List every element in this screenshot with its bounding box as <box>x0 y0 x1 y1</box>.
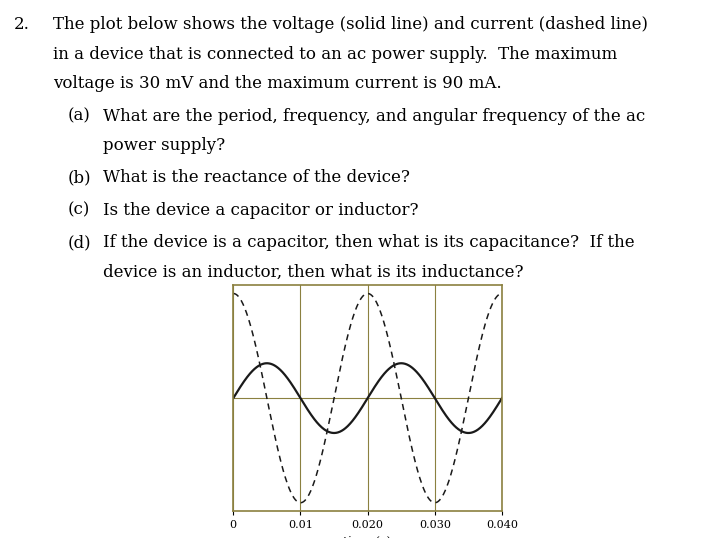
Text: device is an inductor, then what is its inductance?: device is an inductor, then what is its … <box>103 264 523 281</box>
Text: (b): (b) <box>67 169 90 187</box>
Text: in a device that is connected to an ac power supply.  The maximum: in a device that is connected to an ac p… <box>53 46 617 63</box>
Text: Is the device a capacitor or inductor?: Is the device a capacitor or inductor? <box>103 202 418 219</box>
Text: If the device is a capacitor, then what is its capacitance?  If the: If the device is a capacitor, then what … <box>103 234 634 251</box>
Text: voltage is 30 mV and the maximum current is 90 mA.: voltage is 30 mV and the maximum current… <box>53 75 502 93</box>
Text: (c): (c) <box>67 202 90 219</box>
Text: power supply?: power supply? <box>103 137 225 154</box>
Text: The plot below shows the voltage (solid line) and current (dashed line): The plot below shows the voltage (solid … <box>53 16 648 33</box>
Text: What are the period, frequency, and angular frequency of the ac: What are the period, frequency, and angu… <box>103 108 645 125</box>
X-axis label: time (s): time (s) <box>344 536 392 538</box>
Text: (d): (d) <box>67 234 90 251</box>
Text: 2.: 2. <box>14 16 30 33</box>
Text: What is the reactance of the device?: What is the reactance of the device? <box>103 169 409 187</box>
Text: (a): (a) <box>67 108 90 125</box>
